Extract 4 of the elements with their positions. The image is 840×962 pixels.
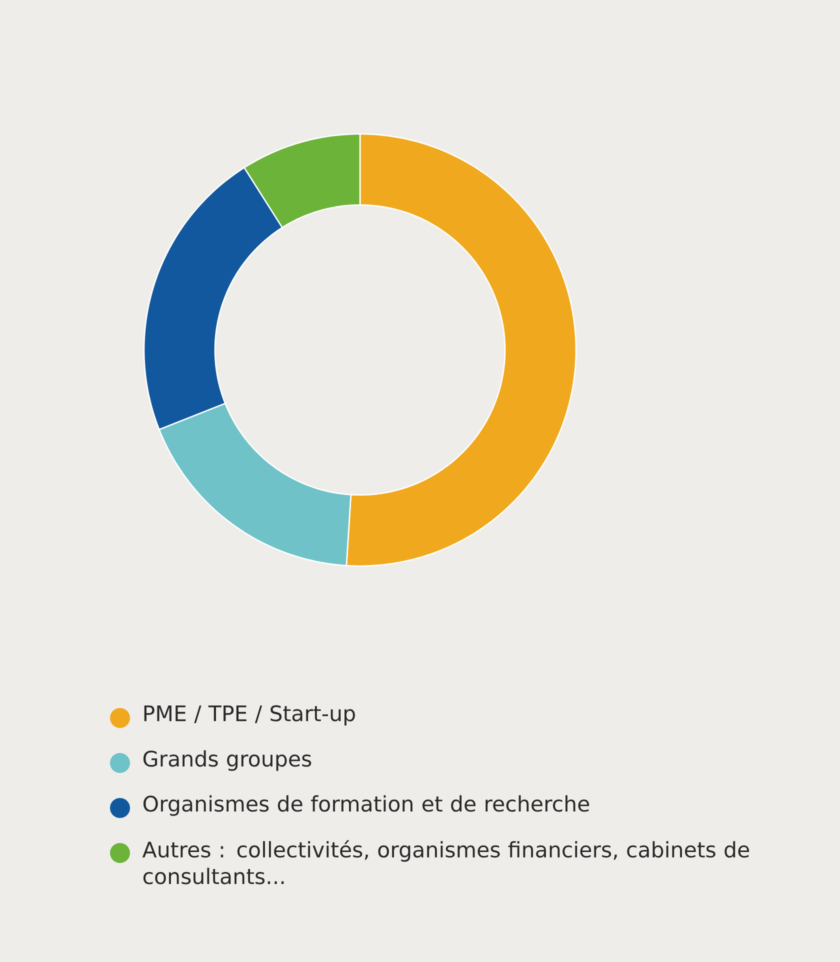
legend-label: PME / TPE / Start-up xyxy=(144,705,355,726)
legend-label: Autres : collectivités, organismes financiers, cabinets de consultants... xyxy=(142,840,750,884)
legend-label: Grands groupes xyxy=(143,750,312,771)
legend-label: Organismes de formation et de recherche xyxy=(143,795,590,816)
